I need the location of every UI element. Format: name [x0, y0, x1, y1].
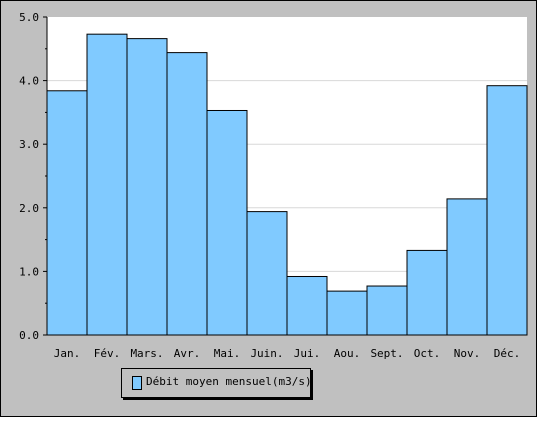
bar: [366, 285, 408, 336]
y-tick-label: 0.0: [19, 329, 39, 342]
legend: Débit moyen mensuel(m3/s): [121, 368, 312, 398]
bar: [446, 198, 488, 336]
bars: [46, 33, 528, 336]
bar: [406, 249, 448, 336]
bar: [86, 33, 128, 336]
bar: [126, 38, 168, 336]
y-tick-label: 5.0: [19, 11, 39, 24]
x-tick-label: Aou.: [334, 347, 361, 360]
bar: [246, 211, 288, 336]
bar: [486, 85, 528, 336]
x-tick-label: Mars.: [130, 347, 163, 360]
x-tick-label: Déc.: [494, 347, 521, 360]
x-tick-label: Fév.: [94, 347, 121, 360]
y-tick-label: 3.0: [19, 138, 39, 151]
legend-label: Débit moyen mensuel(m3/s): [146, 375, 312, 388]
x-tick-label: Jan.: [54, 347, 81, 360]
bar: [46, 90, 88, 336]
x-axis-ticks: Jan. Fév. Mars. Avr. Mai. Juin. Jui. Aou. Sept. O…: [54, 347, 521, 360]
x-tick-label: Sept.: [370, 347, 403, 360]
x-tick-label: Juin.: [250, 347, 283, 360]
x-tick-label: Oct.: [414, 347, 441, 360]
bar: [206, 109, 248, 336]
x-tick-label: Jui.: [294, 347, 321, 360]
x-tick-label: Mai.: [214, 347, 241, 360]
y-tick-label: 4.0: [19, 75, 39, 88]
bar: [166, 52, 208, 336]
bar: [286, 275, 328, 336]
legend-swatch: [132, 376, 142, 390]
y-tick-label: 1.0: [19, 265, 39, 278]
y-tick-label: 2.0: [19, 202, 39, 215]
y-axis-ticks: 0.0 1.0 2.0 3.0 4.0 5.0: [19, 11, 47, 342]
x-tick-label: Nov.: [454, 347, 481, 360]
bar: [326, 290, 368, 336]
x-tick-label: Avr.: [174, 347, 201, 360]
